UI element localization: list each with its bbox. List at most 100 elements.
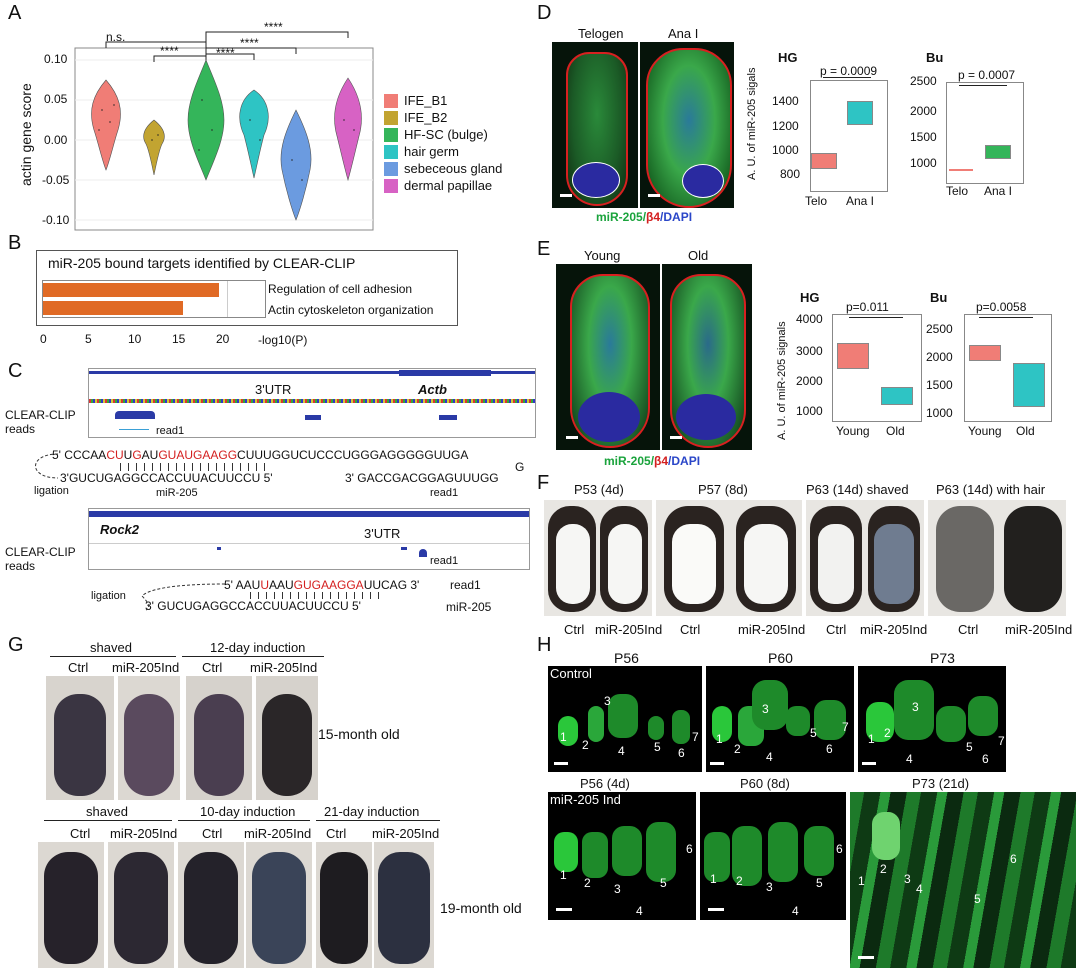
hg-title: HG xyxy=(800,290,820,305)
anagen-image xyxy=(640,42,734,208)
y-tick: 2000 xyxy=(926,350,953,364)
col-label: Ana I xyxy=(668,26,699,41)
control-p56-image: Control 1 2 3 4 5 6 7 xyxy=(548,666,702,772)
p-value: p = 0.0007 xyxy=(958,68,1016,82)
sig-label: **** xyxy=(240,36,259,50)
condition-label: miR-205Ind xyxy=(595,622,663,637)
ind-p60-image: 1 2 3 4 5 6 xyxy=(700,792,846,920)
gene-actb: Actb xyxy=(418,382,447,397)
x-tick: Telo xyxy=(946,184,969,198)
rock2-target-seq: 5' AAUUAAUGUGAAGGAUUCAG 3' xyxy=(224,578,420,592)
stain-legend: miR-205/β4/DAPI xyxy=(604,454,701,468)
bu-title: Bu xyxy=(926,50,944,65)
panel-label-c: C xyxy=(8,360,23,382)
group-header: 21-day induction xyxy=(324,804,420,819)
timepoint-label: P60 xyxy=(768,650,793,666)
mir-label: miR-205 xyxy=(156,487,198,499)
track-label: reads xyxy=(5,559,36,573)
y-tick: 2000 xyxy=(910,104,937,118)
panelA-ytick: -0.10 xyxy=(42,213,70,227)
young-image xyxy=(556,264,660,450)
read1-label: read1 xyxy=(430,487,459,499)
y-tick: 3000 xyxy=(796,344,823,358)
ind-p56-image: miR-205 Ind 1 2 3 4 5 6 xyxy=(548,792,696,920)
panel-label-d: D xyxy=(537,2,552,24)
read-label: read1 xyxy=(430,555,459,567)
bar-actin-cytoskeleton xyxy=(43,301,183,315)
timepoint-header: P53 (4d) xyxy=(574,482,624,497)
age-label: 15-month old xyxy=(318,726,400,742)
sig-label: **** xyxy=(264,20,283,34)
col-label: Young xyxy=(584,248,621,263)
panel-label-g: G xyxy=(8,634,24,656)
timepoint-header: P63 (14d) with hair xyxy=(936,482,1046,497)
panel-label-a: A xyxy=(8,2,22,24)
col-label: Telogen xyxy=(578,26,624,41)
mouse-photo xyxy=(316,842,372,968)
base-pairing xyxy=(250,592,382,599)
y-tick: 1200 xyxy=(772,119,799,133)
mouse-photo xyxy=(256,676,318,800)
read-label: read1 xyxy=(156,425,185,437)
panel-label-h: H xyxy=(537,634,552,656)
x-tick: Old xyxy=(1016,424,1035,438)
condition-label: miR-205Ind xyxy=(110,826,178,841)
condition-label: Ctrl xyxy=(70,826,91,841)
x-tick: 10 xyxy=(128,332,142,346)
condition-label: Ctrl xyxy=(958,622,979,637)
panelA-ytick: 0.00 xyxy=(44,133,68,147)
x-tick: 15 xyxy=(172,332,186,346)
condition-label: Ctrl xyxy=(68,660,89,675)
condition-label: miR-205Ind xyxy=(244,826,312,841)
col-label: Old xyxy=(688,248,709,263)
term-label: Regulation of cell adhesion xyxy=(268,282,413,296)
condition-label: Ctrl xyxy=(326,826,347,841)
legend-item: hair germ xyxy=(404,144,459,159)
timepoint-label: P60 (8d) xyxy=(740,776,790,791)
panelA-ytick: 0.10 xyxy=(44,52,68,66)
panel-label-f: F xyxy=(537,472,550,494)
y-tick: 1400 xyxy=(772,94,799,108)
legend-item: sebeceous gland xyxy=(404,161,503,176)
mouse-photo xyxy=(806,500,924,616)
x-tick: Ana I xyxy=(846,194,875,208)
mir205-seq: 3'GUCUGAGGCCACCUUACUUCCU 5' xyxy=(60,471,273,485)
condition-label: miR-205Ind xyxy=(1005,622,1073,637)
hg-title: HG xyxy=(778,50,798,65)
x-tick: Ana I xyxy=(984,184,1013,198)
group-header: 10-day induction xyxy=(200,804,296,819)
mouse-photo xyxy=(38,842,104,968)
age-label: 19-month old xyxy=(440,900,522,916)
mouse-photo xyxy=(46,676,114,800)
legend-item: dermal papillae xyxy=(404,178,493,193)
control-p73-image: 1 2 3 4 5 6 7 xyxy=(858,666,1006,772)
panel-label-b: B xyxy=(8,232,22,254)
panelB-frame xyxy=(36,250,458,326)
panelA-ytick: -0.05 xyxy=(42,173,70,187)
mouse-photo xyxy=(108,842,174,968)
condition-label: miR-205Ind xyxy=(112,660,180,675)
x-tick: 5 xyxy=(85,332,92,346)
panelA-ytick: 0.05 xyxy=(44,92,68,106)
read1-seq: 3' GACCGACGGAGUUUGG xyxy=(345,471,499,485)
mouse-photo xyxy=(374,842,434,968)
utr2-label: 3'UTR xyxy=(364,526,401,541)
p-value: p = 0.0009 xyxy=(820,64,878,78)
mouse-photo xyxy=(928,500,1066,616)
control-p60-image: 1 2 3 4 5 6 7 xyxy=(706,666,854,772)
utr-label: 3'UTR xyxy=(255,382,292,397)
y-tick: 4000 xyxy=(796,312,823,326)
group-header: shaved xyxy=(90,640,132,655)
x-tick: Young xyxy=(836,424,870,438)
legend-item: IFE_B2 xyxy=(404,110,448,125)
panelA-legend: IFE_B1 IFE_B2 HF-SC (bulge) hair germ se… xyxy=(384,92,502,194)
track-label: CLEAR-CLIP xyxy=(5,545,76,559)
track-label: CLEAR-CLIP xyxy=(5,408,76,422)
mouse-photo xyxy=(178,842,244,968)
x-tick: Young xyxy=(968,424,1002,438)
sig-label: n.s. xyxy=(106,30,126,44)
x-tick: 0 xyxy=(40,332,47,346)
timepoint-label: P73 (21d) xyxy=(912,776,970,791)
seq-end: G xyxy=(515,460,525,474)
mouse-photo xyxy=(118,676,180,800)
